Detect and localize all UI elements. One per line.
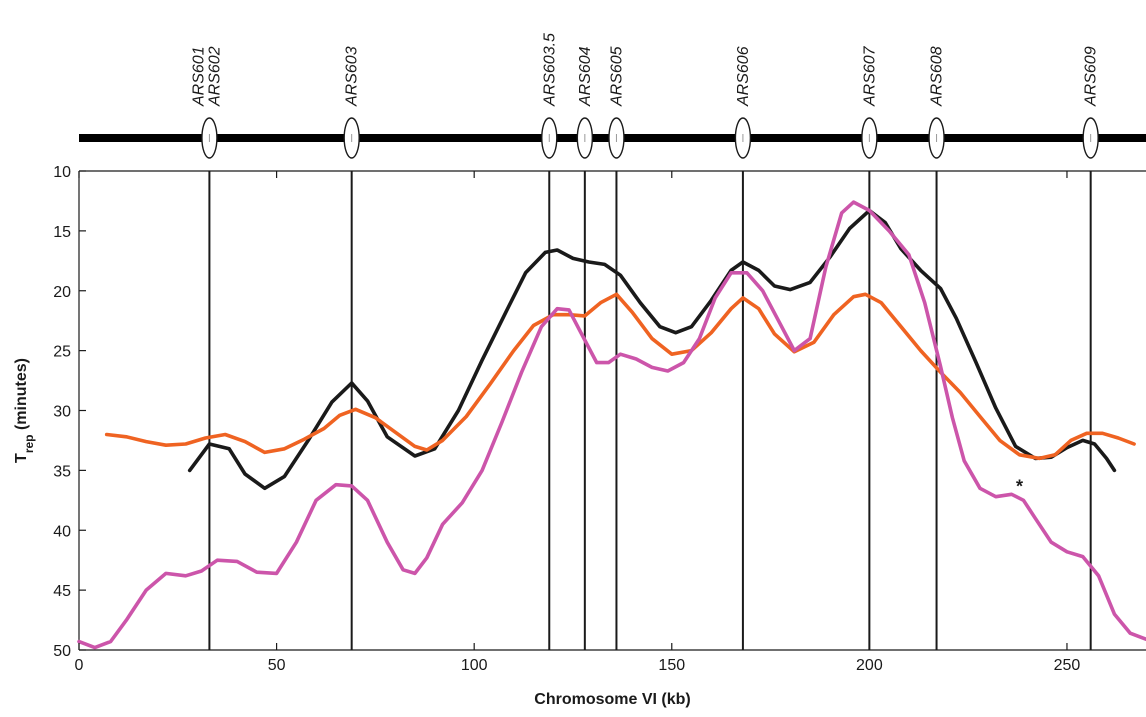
y-tick-label: 30 bbox=[53, 404, 71, 421]
series-lines bbox=[77, 200, 1146, 650]
ars-label: ARS609 bbox=[1083, 46, 1100, 107]
ars-label: ARS603.5 bbox=[541, 33, 558, 107]
axis-titles: Chromosome VI (kb) Trep (minutes) bbox=[13, 358, 691, 708]
ars-labels: ARS601 ARS602 ARS603 ARS603.5 ARS604 ARS605 AR… bbox=[190, 33, 1099, 107]
annotation-asterisk: * bbox=[1016, 476, 1023, 496]
ars-label: ARS605 bbox=[608, 46, 625, 107]
y-tick-label: 50 bbox=[53, 643, 71, 660]
ars-label: ARS604 bbox=[577, 46, 594, 107]
x-tick-label: 100 bbox=[461, 657, 488, 674]
series-line-2 bbox=[104, 292, 1136, 461]
y-tick-label: 20 bbox=[53, 284, 71, 301]
x-tick-label: 50 bbox=[268, 657, 286, 674]
y-tick-label: 25 bbox=[53, 344, 71, 361]
ars-label: ARS602 bbox=[206, 46, 223, 107]
ars-label: ARS608 bbox=[929, 46, 946, 107]
ars-label: ARS603 bbox=[344, 46, 361, 107]
chromosome-map bbox=[79, 117, 1146, 159]
x-tick-label: 150 bbox=[658, 657, 685, 674]
x-tick-label: 250 bbox=[1054, 657, 1081, 674]
y-axis-title-sub: rep bbox=[22, 434, 36, 453]
y-tick-label: 40 bbox=[53, 523, 71, 540]
y-axis-title: Trep (minutes) bbox=[13, 358, 36, 463]
annotation-layer: * bbox=[1016, 476, 1023, 496]
ars-label: ARS606 bbox=[735, 46, 752, 107]
y-axis-title-main: T bbox=[13, 453, 30, 463]
series-line-1 bbox=[187, 208, 1117, 491]
x-tick-label: 0 bbox=[75, 657, 84, 674]
ars-label: ARS601 bbox=[190, 46, 207, 107]
series-line-3 bbox=[77, 200, 1146, 650]
y-tick-label: 10 bbox=[53, 164, 71, 181]
x-tick-label: 200 bbox=[856, 657, 883, 674]
y-tick-label: 15 bbox=[53, 224, 71, 241]
y-tick-label: 45 bbox=[53, 583, 71, 600]
ars-label: ARS607 bbox=[861, 45, 878, 107]
x-axis-title: Chromosome VI (kb) bbox=[534, 691, 690, 708]
y-tick-label: 35 bbox=[53, 463, 71, 480]
origin-lines bbox=[208, 171, 1092, 650]
plot-frame bbox=[78, 170, 1146, 651]
y-axis-title-suffix: (minutes) bbox=[13, 358, 30, 434]
